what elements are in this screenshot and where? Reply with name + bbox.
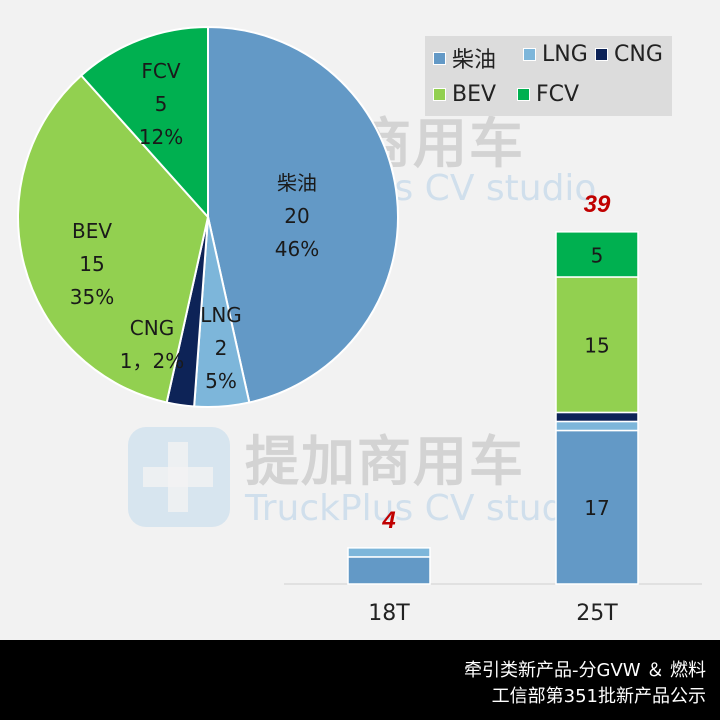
legend-swatch-bev xyxy=(433,88,446,101)
watermark-bottom: 提加商用车 TruckPlus CV studio xyxy=(128,427,596,529)
pie-data-label-bev: 15 xyxy=(79,252,104,276)
footer-subtitle: 工信部第351批新产品公示 xyxy=(491,686,706,707)
footer-caption: 牵引类新产品-分GVW ＆ 燃料 工信部第351批新产品公示 xyxy=(0,640,720,720)
legend-label: CNG xyxy=(614,42,663,67)
legend-label: LNG xyxy=(542,42,588,67)
legend-label: FCV xyxy=(536,82,580,107)
bar-segment-diesel xyxy=(555,429,639,585)
footer-title: 牵引类新产品-分GVW ＆ 燃料 xyxy=(464,660,706,681)
legend: 柴油 LNG CNG BEV FCV xyxy=(425,36,672,116)
legend-swatch-diesel xyxy=(433,51,446,65)
pie-data-label-lng: 2 xyxy=(215,336,228,360)
x-axis-tick-label: 18T xyxy=(368,601,410,626)
bar-segment-bev xyxy=(555,276,639,414)
pie-data-label-bev: 35% xyxy=(70,285,114,309)
legend-swatch-fcv xyxy=(517,88,530,101)
bar-segment-label: 5 xyxy=(591,243,604,267)
stacked-bar-chart: 4 18T 17 15 5 39 25T xyxy=(347,191,639,626)
bar-segment-lng xyxy=(347,547,431,558)
pie-data-label-fcv: 5 xyxy=(155,92,168,116)
pie-data-label-bev: BEV xyxy=(72,219,112,243)
legend-swatch-cng xyxy=(595,48,608,61)
legend-item-fcv: FCV xyxy=(517,82,579,107)
pie-data-label-lng: 5% xyxy=(205,369,237,393)
legend-item-lng: LNG xyxy=(523,42,588,67)
x-axis-tick-label: 25T xyxy=(576,601,618,626)
legend-item-bev: BEV xyxy=(433,82,496,107)
legend-item-cng: CNG xyxy=(595,42,663,67)
pie-data-label-diesel: 柴油 xyxy=(277,171,317,195)
bar-segment-fcv xyxy=(555,231,639,278)
bar-segment-diesel xyxy=(347,556,431,585)
bar-total-label: 4 xyxy=(381,507,395,534)
watermark-cn: 提加商用车 xyxy=(245,430,525,493)
pie-slice-bev xyxy=(17,74,210,404)
legend-item-diesel: 柴油 xyxy=(433,42,496,74)
bar-segment-lng xyxy=(555,420,639,432)
pie-data-label-cng: CNG xyxy=(130,316,174,340)
bar-segment-label: 15 xyxy=(584,334,609,358)
pie-slice-diesel xyxy=(207,25,399,404)
watermark-en: TruckPlus CV studio xyxy=(244,488,596,529)
legend-label: BEV xyxy=(452,82,497,107)
chart-canvas: 提加商用车 TruckPlus CV studio 柴油 20 46% LNG 2 5% C… xyxy=(17,25,702,626)
pie-slice-fcv xyxy=(79,25,209,220)
bar-segment-label: 17 xyxy=(584,496,609,520)
pie-data-label-diesel: 20 xyxy=(284,204,309,228)
pie-data-label-lng: LNG xyxy=(200,303,242,327)
pie-data-label-fcv: 12% xyxy=(139,125,183,149)
pie-data-label-cng: 1，2% xyxy=(120,349,184,373)
bar-segment-cng xyxy=(555,411,639,423)
pie-chart: 柴油 20 46% LNG 2 5% CNG 1，2% BEV 15 35% FCV 5 12% xyxy=(17,25,399,408)
pie-data-label-fcv: FCV xyxy=(141,59,180,83)
legend-swatch-lng xyxy=(523,48,536,61)
legend-label: 柴油 xyxy=(452,48,497,73)
pie-data-label-diesel: 46% xyxy=(275,237,319,261)
bar-total-label: 39 xyxy=(584,191,611,218)
